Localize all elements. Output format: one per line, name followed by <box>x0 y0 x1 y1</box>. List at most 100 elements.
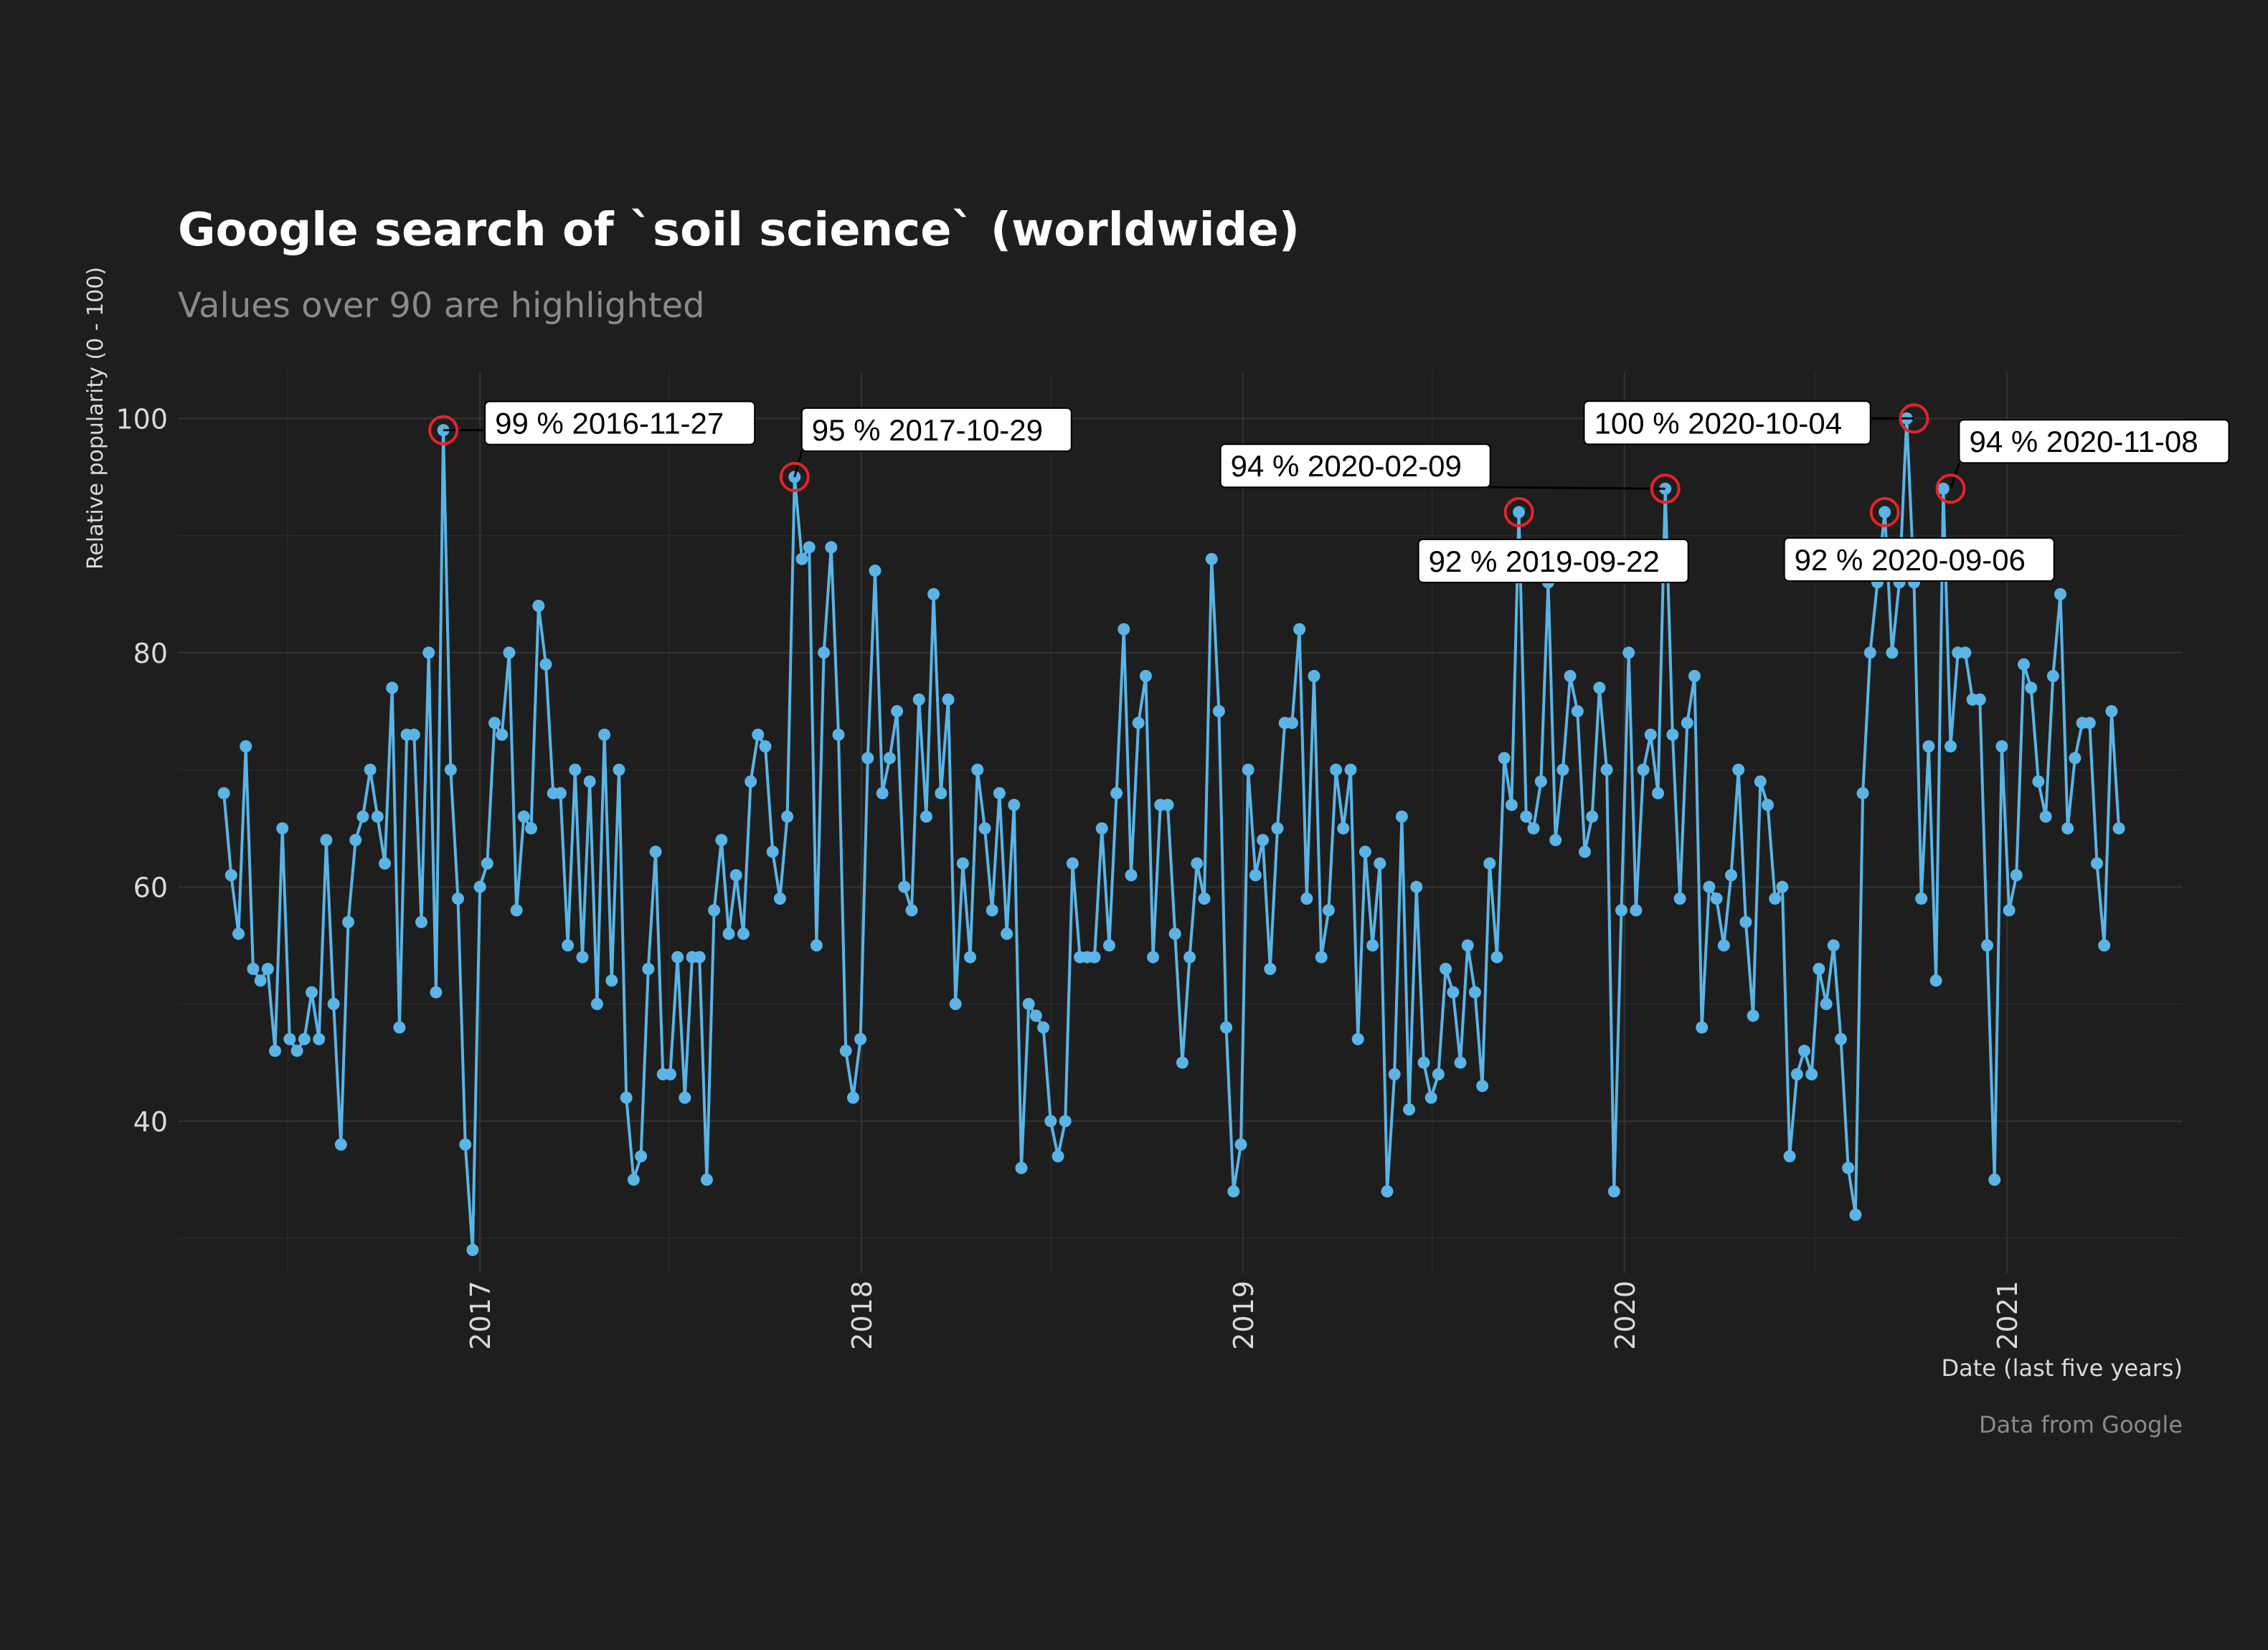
highlight-ring <box>1650 473 1681 504</box>
data-point <box>2010 869 2023 882</box>
data-point <box>306 986 318 999</box>
data-point <box>1747 1009 1759 1022</box>
data-point <box>1351 1033 1364 1045</box>
highlight-leader-line <box>1490 486 1665 490</box>
data-point <box>276 822 289 835</box>
data-point <box>700 1173 713 1186</box>
x-axis-label: Date (last five years) <box>1941 1354 2183 1382</box>
data-point <box>1622 646 1635 659</box>
data-point <box>935 787 948 800</box>
data-point <box>795 552 808 565</box>
data-point <box>261 963 274 976</box>
data-point <box>620 1091 633 1104</box>
data-point <box>745 775 757 788</box>
data-point <box>1132 717 1145 730</box>
data-point <box>1586 810 1599 823</box>
data-point <box>1212 704 1225 717</box>
data-point <box>1102 939 1115 952</box>
data-point <box>2069 752 2082 765</box>
chart-caption: Data from Google <box>1979 1411 2183 1438</box>
data-point <box>466 1243 479 1256</box>
data-point <box>1549 834 1562 847</box>
data-point <box>1330 763 1343 776</box>
data-point <box>2083 717 2096 730</box>
data-point <box>964 951 977 963</box>
data-point <box>1001 928 1013 940</box>
data-point <box>1220 1021 1233 1034</box>
data-point <box>2039 810 2052 823</box>
data-point <box>576 951 589 963</box>
data-point <box>1534 775 1547 788</box>
data-point <box>1725 869 1737 882</box>
data-point <box>920 810 932 823</box>
data-point <box>364 763 377 776</box>
highlight-label-box <box>1417 538 1689 583</box>
data-point <box>1571 704 1584 717</box>
data-point <box>1322 904 1335 917</box>
data-point <box>1813 963 1825 976</box>
data-point <box>1505 798 1518 811</box>
data-point <box>1490 951 1503 963</box>
data-point <box>1607 1185 1620 1198</box>
data-point <box>1257 834 1270 847</box>
data-point <box>671 951 684 963</box>
data-point <box>1417 1056 1430 1069</box>
data-point <box>334 1138 347 1151</box>
highlight-label-box <box>800 407 1072 452</box>
data-point <box>1183 951 1196 963</box>
data-point <box>313 1033 326 1045</box>
data-point <box>1227 1185 1240 1198</box>
data-point <box>1205 552 1218 565</box>
data-point <box>1835 1033 1847 1045</box>
data-point <box>693 951 706 963</box>
highlight-label-box <box>1583 400 1871 446</box>
data-point <box>415 915 427 928</box>
data-point <box>525 822 537 835</box>
data-point <box>1147 951 1160 963</box>
data-point <box>1637 763 1650 776</box>
data-point <box>1059 1115 1072 1128</box>
data-point <box>1454 1056 1467 1069</box>
data-point <box>1593 682 1606 694</box>
data-point <box>949 998 962 1010</box>
data-point <box>1739 915 1752 928</box>
data-point <box>232 928 245 940</box>
data-point <box>1176 1056 1189 1069</box>
data-point <box>1945 740 1957 753</box>
data-point <box>1513 506 1526 519</box>
data-point <box>1403 1103 1416 1116</box>
data-point <box>905 904 918 917</box>
highlight-label: 92 % 2019-09-22 <box>1429 544 1660 578</box>
data-point <box>510 904 523 917</box>
data-point <box>1395 810 1408 823</box>
data-point <box>342 915 354 928</box>
highlight-ring <box>779 461 810 492</box>
data-point <box>766 845 779 858</box>
data-point <box>1118 623 1130 636</box>
data-point <box>1798 1045 1810 1057</box>
data-point <box>1198 892 1211 905</box>
data-point <box>481 857 493 870</box>
data-point <box>1827 939 1840 952</box>
data-point <box>320 834 333 847</box>
data-point <box>1088 951 1101 963</box>
data-point <box>430 986 443 999</box>
data-point <box>1710 892 1723 905</box>
data-point <box>1762 798 1774 811</box>
data-point <box>473 880 486 893</box>
data-point <box>1359 845 1371 858</box>
data-point <box>839 1045 852 1057</box>
data-point <box>503 646 516 659</box>
data-point <box>1476 1080 1489 1093</box>
data-point <box>912 693 925 706</box>
data-point <box>1769 892 1782 905</box>
data-point <box>1790 1068 1803 1080</box>
data-point <box>393 1021 406 1034</box>
data-point <box>1863 646 1876 659</box>
data-point <box>386 682 399 694</box>
data-point <box>1732 763 1745 776</box>
data-point <box>2091 857 2103 870</box>
data-point <box>883 752 896 765</box>
data-point <box>225 869 237 882</box>
